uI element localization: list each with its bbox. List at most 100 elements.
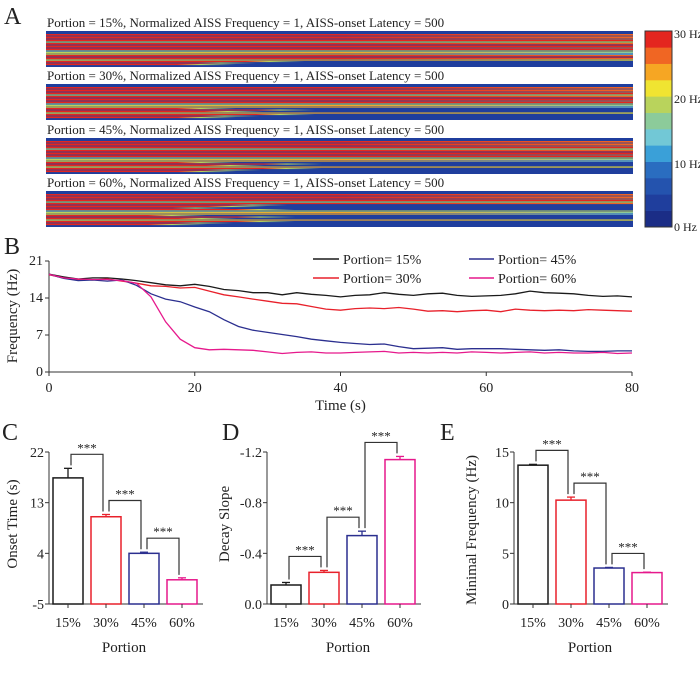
heatmap-row (46, 218, 633, 220)
heatmap-row (46, 139, 633, 141)
bar-60% (166, 579, 198, 605)
heatmap-row (46, 114, 633, 116)
heatmap-row (46, 31, 633, 33)
significance-label: *** (153, 524, 173, 539)
heatmap-title-30: Portion = 30%, Normalized AISS Frequency… (47, 68, 444, 83)
bar-15% (52, 477, 84, 605)
bar-c-xlabel: Portion (102, 640, 147, 656)
x-tick-label: 60% (387, 616, 413, 631)
y-tick-label: -1.2 (240, 446, 262, 461)
heatmap-row (46, 210, 633, 212)
significance-label: *** (295, 542, 315, 557)
y-tick-label: 21 (29, 254, 43, 269)
y-tick-label: -0.4 (240, 547, 262, 562)
series-line-3 (48, 273, 632, 353)
bar-d-ylabel: Decay Slope (217, 486, 233, 563)
bar-45% (128, 552, 160, 605)
colorbar-segment (645, 194, 672, 211)
heatmap-row (46, 90, 633, 92)
heatmap-row (46, 53, 633, 55)
heatmap-row (46, 198, 633, 200)
heatmap-row (46, 47, 633, 49)
heatmap-row (46, 102, 633, 104)
heatmap-row (46, 151, 633, 153)
colorbar-label-20: 20 Hz (674, 92, 700, 106)
colorbar (644, 30, 673, 228)
significance-label: *** (333, 503, 353, 518)
heatmap-row (46, 59, 633, 61)
heatmap-row (46, 105, 633, 107)
y-tick-label: 14 (29, 291, 43, 306)
y-tick-label: 22 (30, 446, 44, 461)
series-line-4 (48, 273, 633, 355)
heatmap-row (46, 32, 633, 34)
panel-label-c: C (2, 420, 18, 446)
x-tick-label: 15% (55, 616, 81, 631)
colorbar-segment (645, 47, 672, 64)
heatmap-row (46, 150, 633, 152)
significance-bracket (535, 449, 569, 495)
heatmap-row (46, 192, 633, 194)
heatmap-row (46, 145, 633, 147)
bar-d-xlabel: Portion (326, 640, 371, 656)
line-ylabel: Frequency (Hz) (5, 269, 21, 364)
y-tick-label: 0.0 (245, 598, 263, 613)
heatmap-row (46, 156, 633, 158)
heatmap-row (46, 93, 633, 95)
heatmap-row (46, 61, 633, 63)
line-chart: 0 7 14 21 0 20 40 60 80 (29, 254, 639, 396)
heatmaps (46, 31, 633, 227)
bar-chart-decay-slope: 0.0 -0.4 -0.8 -1.2 15% 30% 45% 60% *** *** *** (240, 428, 421, 631)
y-tick-label: 4 (37, 547, 44, 562)
heatmap-row (46, 207, 633, 209)
heatmap-row (46, 166, 633, 168)
significance-label: *** (77, 440, 97, 455)
heatmap-row (46, 64, 633, 66)
x-tick-label: 60% (169, 616, 195, 631)
series-line-2 (48, 274, 633, 313)
heatmap-row (46, 138, 633, 140)
heatmap-row (46, 159, 633, 161)
significance-label: *** (618, 539, 638, 554)
x-tick-label: 60 (479, 381, 493, 396)
significance-bracket (288, 555, 322, 580)
heatmap-row (46, 221, 633, 223)
heatmap-row (46, 49, 633, 51)
significance-label: *** (115, 486, 135, 501)
heatmap-row (46, 87, 633, 89)
y-tick-label: -5 (32, 598, 44, 613)
heatmap-row (46, 41, 633, 43)
significance-bracket (573, 482, 607, 565)
heatmap-row (46, 154, 633, 156)
heatmap-row (46, 200, 633, 202)
heatmap-title-15: Portion = 15%, Normalized AISS Frequency… (47, 15, 444, 30)
heatmap-row (46, 171, 633, 173)
heatmap-row (46, 191, 633, 193)
colorbar-segment (645, 112, 672, 130)
heatmap-row (46, 195, 633, 197)
heatmap-row (46, 112, 633, 114)
heatmap-row (46, 225, 633, 227)
heatmap-row (46, 44, 633, 46)
x-tick-label: 20 (188, 381, 202, 396)
legend-label-15: Portion= 15% (343, 253, 422, 268)
x-tick-label: 45% (349, 616, 375, 631)
significance-label: *** (580, 469, 600, 484)
y-tick-label: 7 (36, 328, 43, 343)
heatmap-row (46, 106, 633, 108)
heatmap-row (46, 163, 633, 165)
heatmap-row (46, 172, 633, 174)
heatmap-row (46, 206, 633, 208)
colorbar-segment (645, 63, 672, 81)
heatmap-row (46, 88, 633, 90)
legend-label-30: Portion= 30% (343, 272, 422, 287)
heatmap-row (46, 144, 633, 146)
y-tick-label: 13 (30, 497, 44, 512)
colorbar-segment (645, 145, 672, 162)
heatmap-row (46, 62, 633, 64)
x-tick-label: 15% (520, 616, 546, 631)
line-xlabel: Time (s) (315, 398, 366, 414)
heatmap-row (46, 153, 633, 155)
heatmap-row (46, 100, 633, 102)
